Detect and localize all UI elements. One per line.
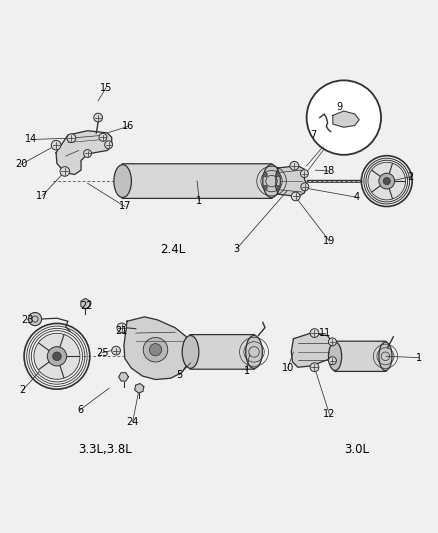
Circle shape (149, 344, 162, 356)
FancyBboxPatch shape (190, 335, 255, 369)
Circle shape (290, 161, 299, 170)
Circle shape (99, 133, 107, 141)
Text: 7: 7 (310, 130, 316, 140)
Text: 16: 16 (122, 122, 134, 131)
Text: 1: 1 (244, 366, 250, 376)
Text: 19: 19 (323, 236, 336, 246)
Circle shape (310, 363, 319, 372)
Circle shape (276, 185, 280, 190)
Circle shape (368, 163, 405, 200)
Text: 2: 2 (407, 172, 413, 182)
Polygon shape (333, 111, 359, 127)
Ellipse shape (328, 342, 342, 370)
Circle shape (300, 169, 308, 177)
Ellipse shape (114, 165, 131, 198)
Polygon shape (56, 131, 112, 174)
Text: 2.4L: 2.4L (160, 244, 186, 256)
Text: 2: 2 (20, 385, 26, 395)
Circle shape (263, 185, 267, 190)
Text: 18: 18 (323, 166, 336, 176)
Polygon shape (291, 333, 333, 367)
Text: 17: 17 (119, 201, 131, 212)
Text: 9: 9 (336, 102, 343, 111)
Circle shape (112, 346, 120, 355)
Circle shape (60, 167, 70, 176)
Text: 11: 11 (319, 328, 332, 338)
Text: 4: 4 (354, 192, 360, 203)
Text: 17: 17 (36, 190, 49, 200)
Text: 21: 21 (116, 326, 128, 336)
Polygon shape (81, 298, 90, 309)
Text: 14: 14 (25, 134, 38, 144)
Circle shape (53, 352, 61, 361)
Text: 5: 5 (177, 370, 183, 379)
Circle shape (47, 346, 67, 366)
Circle shape (94, 113, 102, 122)
Polygon shape (124, 317, 191, 379)
Circle shape (353, 113, 360, 120)
Text: 3.0L: 3.0L (344, 443, 370, 456)
Circle shape (84, 150, 92, 157)
Text: 1: 1 (196, 196, 202, 206)
Circle shape (307, 80, 381, 155)
Circle shape (301, 183, 309, 191)
Text: 22: 22 (80, 301, 92, 311)
Text: 20: 20 (15, 159, 27, 169)
Circle shape (105, 141, 113, 149)
FancyBboxPatch shape (122, 164, 272, 198)
Text: 24: 24 (127, 417, 139, 426)
Circle shape (383, 177, 390, 184)
Circle shape (117, 323, 127, 333)
Circle shape (28, 312, 42, 326)
Circle shape (143, 337, 168, 362)
Text: 15: 15 (100, 83, 112, 93)
Circle shape (310, 329, 319, 337)
Polygon shape (119, 373, 128, 381)
Text: 1: 1 (416, 353, 422, 362)
FancyBboxPatch shape (334, 341, 386, 372)
Circle shape (328, 357, 336, 365)
Text: 12: 12 (323, 409, 336, 419)
Text: 23: 23 (21, 315, 33, 325)
Circle shape (276, 173, 280, 177)
Circle shape (328, 338, 336, 346)
Ellipse shape (263, 165, 280, 198)
Circle shape (67, 134, 76, 142)
Circle shape (51, 140, 61, 150)
Text: 25: 25 (96, 348, 108, 358)
Circle shape (263, 173, 267, 177)
Ellipse shape (182, 335, 199, 368)
Circle shape (379, 173, 395, 189)
Text: 3: 3 (233, 244, 240, 254)
Text: 6: 6 (77, 405, 83, 415)
Text: 10: 10 (282, 363, 294, 373)
Text: 3.3L,3.8L: 3.3L,3.8L (78, 443, 132, 456)
Polygon shape (135, 384, 144, 393)
Circle shape (291, 192, 300, 201)
Ellipse shape (379, 342, 392, 370)
Circle shape (34, 334, 80, 379)
Ellipse shape (246, 335, 262, 368)
Polygon shape (276, 166, 307, 197)
